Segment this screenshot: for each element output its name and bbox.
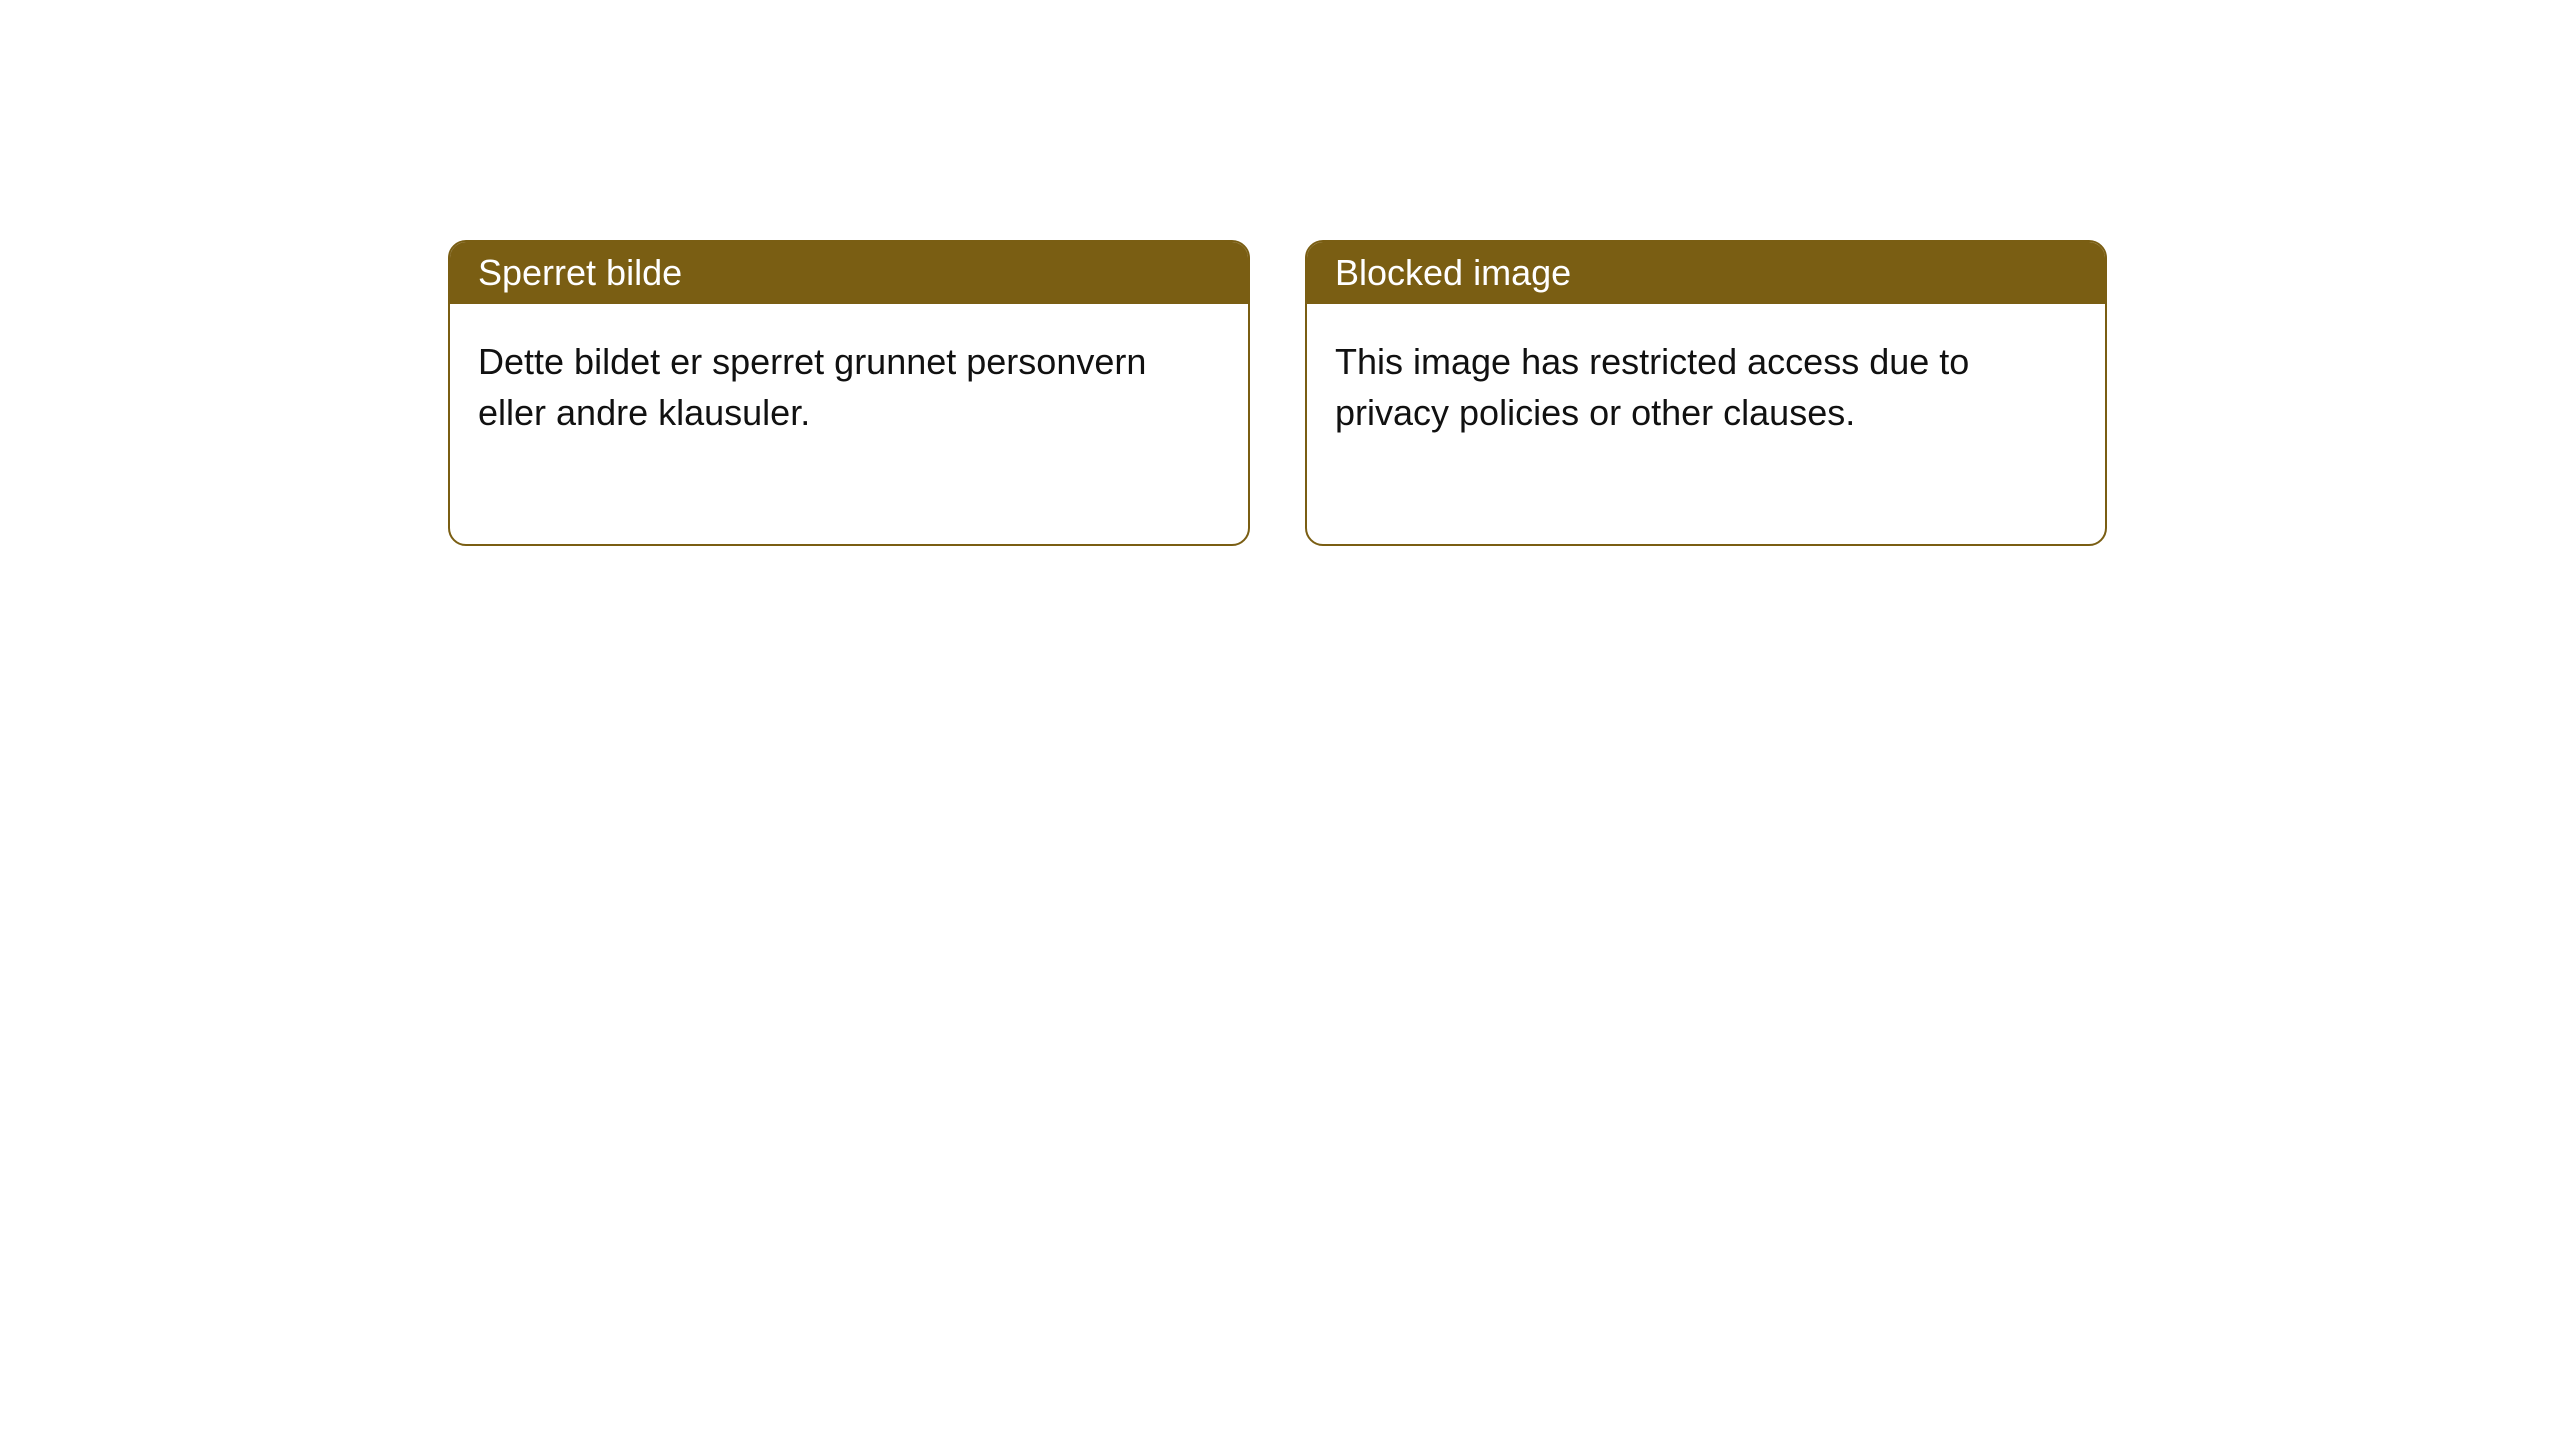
notice-card-title: Blocked image: [1335, 252, 1571, 293]
notice-card-no: Sperret bilde Dette bildet er sperret gr…: [448, 240, 1250, 546]
notice-card-text: Dette bildet er sperret grunnet personve…: [478, 341, 1146, 433]
notice-card-text: This image has restricted access due to …: [1335, 341, 1969, 433]
notice-card-header: Sperret bilde: [450, 242, 1248, 304]
notice-card-header: Blocked image: [1307, 242, 2105, 304]
notice-card-body: This image has restricted access due to …: [1307, 304, 2105, 544]
notice-card-title: Sperret bilde: [478, 252, 682, 293]
notice-card-body: Dette bildet er sperret grunnet personve…: [450, 304, 1248, 544]
notice-cards-container: Sperret bilde Dette bildet er sperret gr…: [0, 0, 2560, 546]
notice-card-en: Blocked image This image has restricted …: [1305, 240, 2107, 546]
